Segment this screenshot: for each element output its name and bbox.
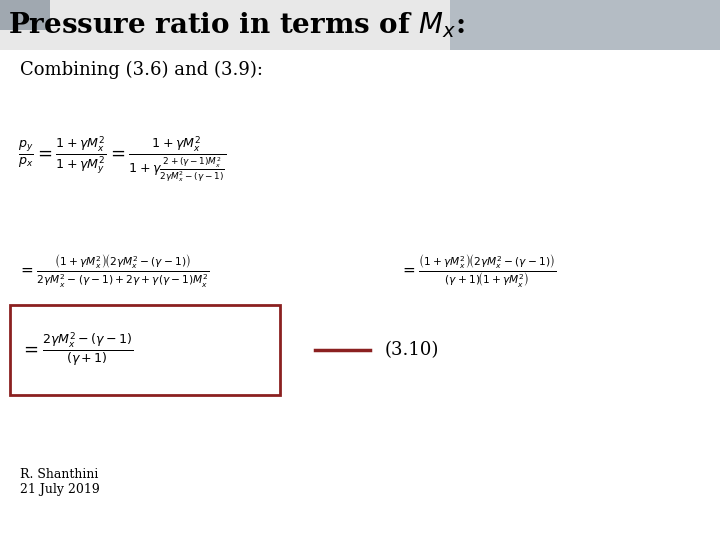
Text: $= \frac{2\gamma M_x^{2}-(\gamma-1)}{(\gamma+1)}$: $= \frac{2\gamma M_x^{2}-(\gamma-1)}{(\g… [20,330,133,369]
Text: Pressure ratio in terms of $M_x$:: Pressure ratio in terms of $M_x$: [8,10,464,40]
Text: $= \frac{\left(1+\gamma M_x^{2}\right)\!\left(2\gamma M_x^{2}-(\gamma-1)\right)}: $= \frac{\left(1+\gamma M_x^{2}\right)\!… [18,254,210,290]
Bar [0,0,50,30]
Bar [10,305,280,395]
Bar [0,0,720,50]
Text: $= \frac{\left(1+\gamma M_x^{2}\right)\!\left(2\gamma M_x^{2}-(\gamma-1)\right)}: $= \frac{\left(1+\gamma M_x^{2}\right)\!… [400,254,557,290]
Text: (3.10): (3.10) [385,341,439,359]
Text: $\frac{p_y}{p_x} = \frac{1+\gamma M_x^2}{1+\gamma M_y^2} = \frac{1+\gamma M_x^2}: $\frac{p_y}{p_x} = \frac{1+\gamma M_x^2}… [18,135,226,185]
Text: 21 July 2019: 21 July 2019 [20,483,100,496]
Bar [450,0,720,50]
Text: R. Shanthini: R. Shanthini [20,469,99,482]
Text: Combining (3.6) and (3.9):: Combining (3.6) and (3.9): [20,61,263,79]
